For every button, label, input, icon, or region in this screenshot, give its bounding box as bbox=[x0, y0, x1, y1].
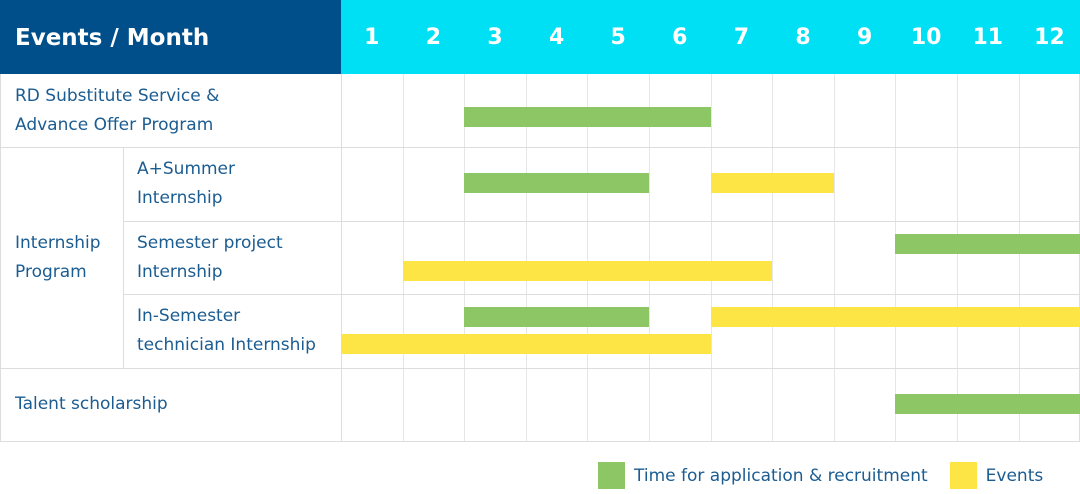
bar-application bbox=[895, 393, 1080, 414]
group-label-line: Advance Offer Program bbox=[15, 114, 214, 135]
group-label-line: RD Substitute Service & bbox=[15, 85, 220, 106]
row-label-line: Internship bbox=[137, 261, 223, 282]
row-divider bbox=[123, 294, 1080, 296]
row-label-line: Internship bbox=[137, 188, 223, 209]
bar-events bbox=[710, 307, 1080, 328]
month-label: 2 bbox=[425, 25, 442, 50]
row-label-line: A+Summer bbox=[137, 159, 236, 180]
bar-application bbox=[464, 107, 711, 127]
month-gridline bbox=[895, 74, 897, 441]
month-label: 3 bbox=[487, 25, 503, 50]
legend-swatch-application bbox=[598, 462, 625, 489]
group-label-line: Talent scholarship bbox=[15, 393, 168, 414]
row-label-line: Semester project bbox=[137, 232, 283, 253]
bar-application bbox=[464, 307, 649, 328]
group-divider bbox=[0, 367, 1080, 369]
legend-label-events: Events bbox=[985, 465, 1044, 486]
row-divider bbox=[123, 220, 1080, 222]
bar-application bbox=[895, 233, 1080, 254]
month-label: 6 bbox=[672, 25, 688, 50]
header-events-month: Events / Month bbox=[0, 0, 341, 74]
month-label: 5 bbox=[610, 25, 626, 50]
month-label: 7 bbox=[733, 25, 750, 50]
month-gridline bbox=[402, 74, 404, 441]
legend-label-application: Time for application & recruitment bbox=[634, 465, 928, 486]
month-gridline bbox=[464, 74, 466, 441]
month-gridline bbox=[710, 74, 712, 441]
legend-swatch-events bbox=[949, 462, 977, 489]
month-gridline bbox=[649, 74, 650, 441]
border-label bbox=[341, 74, 342, 441]
bar-application bbox=[464, 173, 649, 194]
bar-events bbox=[710, 173, 834, 194]
group-label: RD Substitute Service & Advance Offer Pro… bbox=[15, 82, 219, 140]
month-label: 9 bbox=[856, 25, 873, 50]
legend: Time for application & recruitment Event… bbox=[598, 462, 1043, 489]
bar-events bbox=[341, 334, 711, 355]
row-label-line: technician Internship bbox=[137, 334, 316, 355]
row-label: A+Summer Internship bbox=[137, 155, 235, 213]
border-left bbox=[0, 74, 1, 441]
subgroup-divider bbox=[123, 147, 124, 368]
month-label: 1 bbox=[364, 25, 380, 50]
month-gridline bbox=[957, 74, 958, 441]
group-label: Internship Program bbox=[15, 229, 101, 287]
group-label-line: Program bbox=[15, 261, 87, 282]
month-gridline bbox=[587, 74, 589, 441]
bar-events bbox=[402, 260, 773, 281]
month-label: 12 bbox=[1034, 25, 1065, 50]
month-header: 1 2 3 4 5 6 7 8 9 10 11 12 bbox=[341, 0, 1080, 74]
month-label: 4 bbox=[548, 25, 565, 50]
month-gridline bbox=[1018, 74, 1020, 441]
group-label-line: Internship bbox=[15, 232, 101, 253]
group-divider bbox=[0, 441, 1080, 442]
month-label: 11 bbox=[972, 25, 1004, 50]
row-label-line: In-Semester bbox=[137, 305, 241, 326]
row-label: In-Semester technician Internship bbox=[137, 302, 316, 360]
month-gridline bbox=[772, 74, 774, 441]
month-gridline bbox=[525, 74, 527, 441]
row-label: Semester project Internship bbox=[137, 229, 283, 287]
month-gridline bbox=[833, 74, 835, 441]
month-label: 8 bbox=[795, 25, 811, 50]
group-divider bbox=[0, 147, 1080, 149]
group-label: Talent scholarship bbox=[15, 390, 168, 419]
month-label: 10 bbox=[910, 25, 942, 50]
